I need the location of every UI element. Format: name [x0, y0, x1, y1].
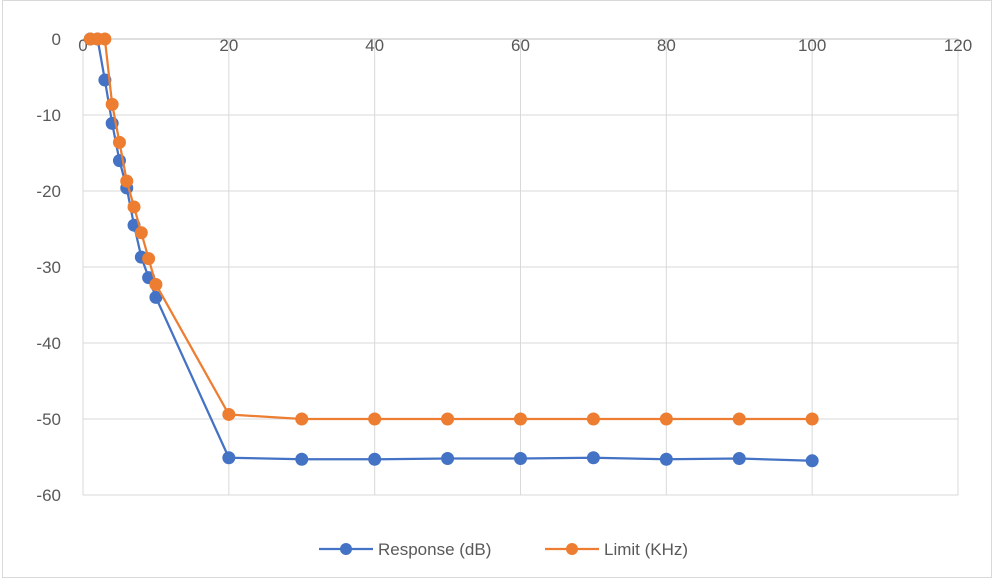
legend-marker-1 [566, 543, 578, 555]
axes: 0 20 40 60 80 100 120 0 -10 -20 -30 -40 -50 -60 [36, 30, 972, 505]
data-point-series-1 [142, 252, 156, 266]
data-point-series-0 [441, 452, 455, 466]
series-layer [83, 32, 819, 468]
line-chart: 0 20 40 60 80 100 120 0 -10 -20 -30 -40 -50 -60 Respo… [36, 30, 972, 559]
y-tick-label: 0 [52, 30, 61, 49]
data-point-series-0 [295, 452, 309, 466]
y-tick-label: -60 [36, 486, 61, 505]
legend-label-1: Limit (KHz) [604, 540, 688, 559]
data-point-series-1 [805, 412, 819, 426]
data-point-series-1 [732, 412, 746, 426]
legend: Response (dB) Limit (KHz) [319, 540, 688, 559]
data-point-series-1 [659, 412, 673, 426]
data-point-series-0 [586, 451, 600, 465]
data-point-series-1 [368, 412, 382, 426]
data-point-series-1 [112, 135, 126, 149]
x-tick-label: 80 [657, 36, 676, 55]
data-point-series-1 [98, 32, 112, 46]
legend-label-0: Response (dB) [378, 540, 491, 559]
x-tick-label: 60 [511, 36, 530, 55]
data-point-series-1 [120, 174, 134, 188]
data-point-series-0 [514, 452, 527, 466]
data-point-series-1 [295, 412, 309, 426]
data-point-series-1 [586, 412, 600, 426]
data-point-series-1 [514, 412, 527, 426]
legend-marker-0 [340, 543, 352, 555]
x-tick-label: 0 [78, 36, 87, 55]
data-point-series-0 [98, 73, 112, 87]
data-point-series-0 [805, 454, 819, 468]
x-tick-label: 40 [365, 36, 384, 55]
data-point-series-0 [732, 452, 746, 466]
series-line-1 [90, 37, 813, 421]
data-point-series-1 [222, 407, 236, 421]
y-tick-label: -20 [36, 182, 61, 201]
x-tick-label: 120 [944, 36, 972, 55]
data-point-series-1 [105, 97, 119, 111]
y-tick-label: -30 [36, 258, 61, 277]
y-tick-label: -10 [36, 106, 61, 125]
data-point-series-0 [368, 452, 382, 466]
data-point-series-1 [441, 412, 455, 426]
data-point-series-1 [134, 226, 148, 240]
x-tick-label: 100 [798, 36, 826, 55]
series-line-0 [90, 37, 813, 462]
x-tick-label: 20 [219, 36, 238, 55]
data-point-series-0 [222, 451, 236, 465]
data-point-series-0 [659, 452, 673, 466]
y-tick-label: -50 [36, 410, 61, 429]
data-point-series-1 [127, 200, 141, 214]
data-point-series-1 [149, 277, 163, 291]
y-tick-label: -40 [36, 334, 61, 353]
